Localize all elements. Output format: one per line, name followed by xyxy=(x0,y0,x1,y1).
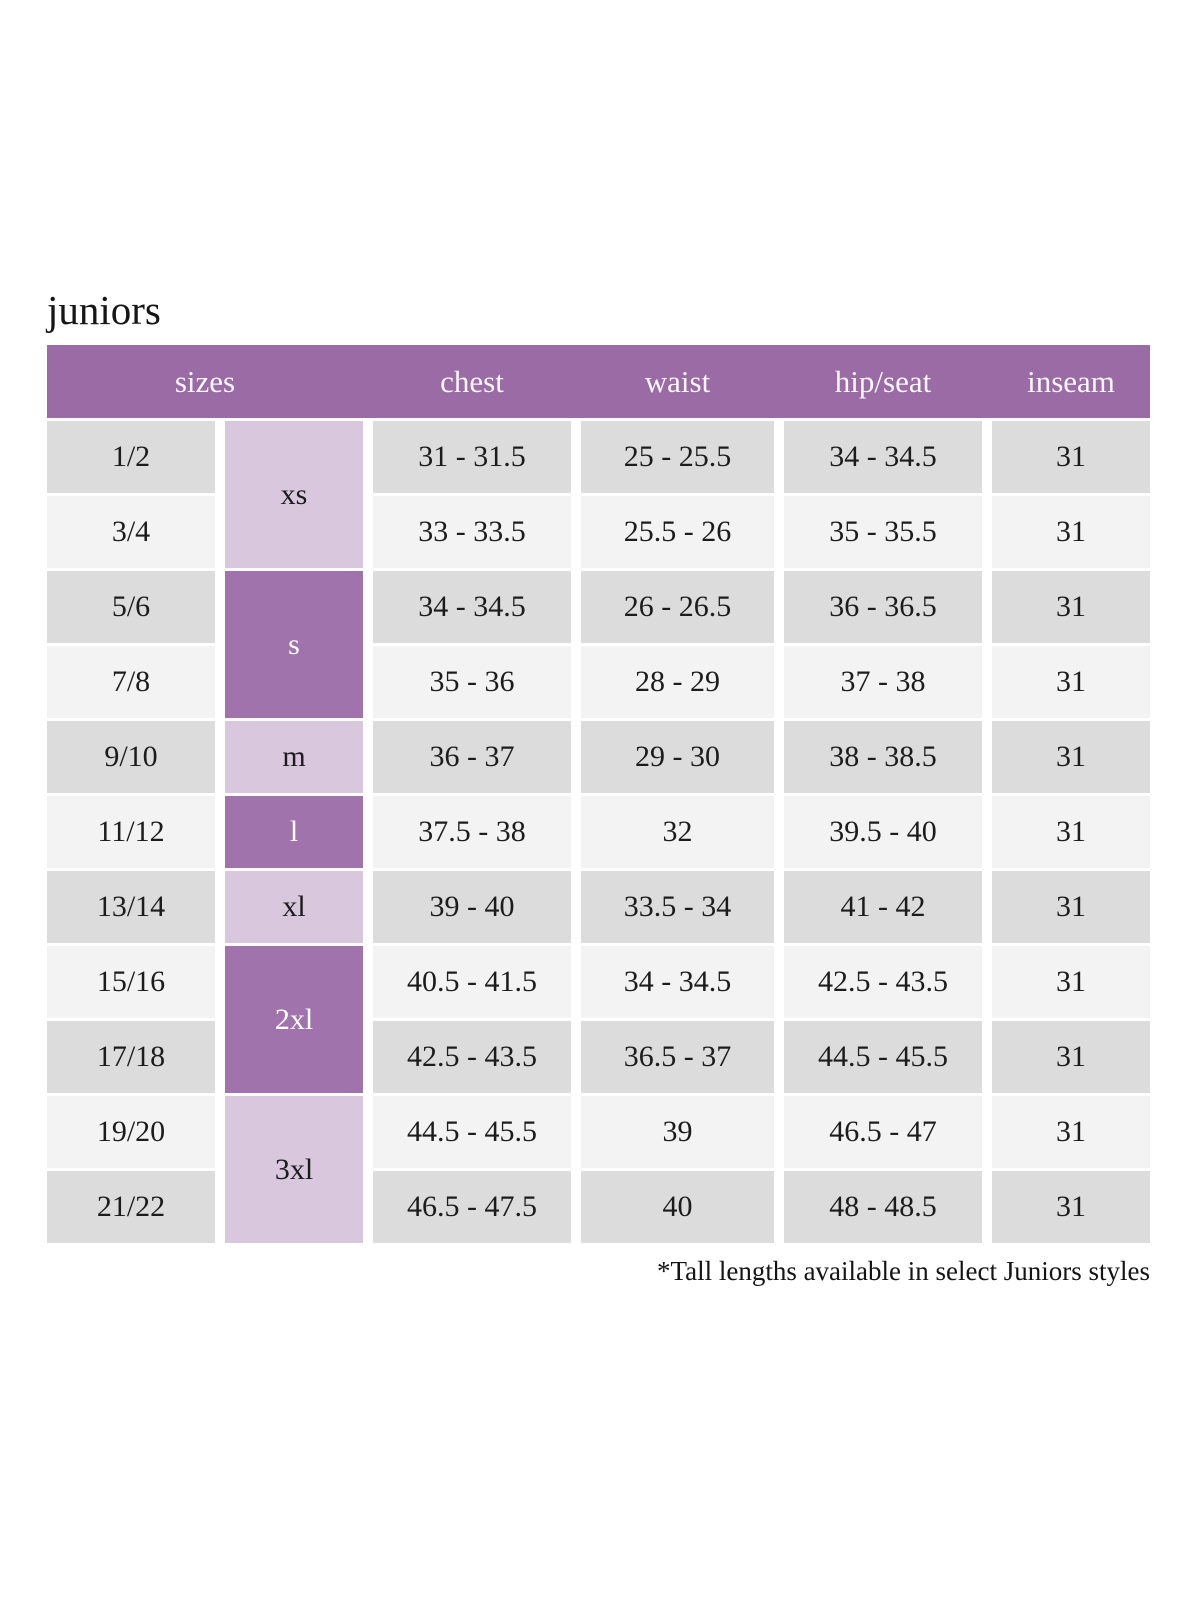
header-cell-chest: chest xyxy=(440,363,504,399)
waist-cell: 29 - 30 xyxy=(581,721,774,793)
size-cell: 21/22 xyxy=(47,1171,215,1243)
waist-cell: 33.5 - 34 xyxy=(581,871,774,943)
chest-cell: 37.5 - 38 xyxy=(373,796,571,868)
chest-cell: 39 - 40 xyxy=(373,871,571,943)
hip-seat-cell: 38 - 38.5 xyxy=(784,721,982,793)
tall-lengths-footnote: *Tall lengths available in select Junior… xyxy=(656,1256,1150,1286)
size-cell: 1/2 xyxy=(47,421,215,493)
letter-size-cell: s xyxy=(225,571,363,718)
table-header-row: sizes chest waist hip/seat inseam xyxy=(47,345,1150,418)
chest-cell: 31 - 31.5 xyxy=(373,421,571,493)
chest-cell: 46.5 - 47.5 xyxy=(373,1171,571,1243)
size-cell: 3/4 xyxy=(47,496,215,568)
waist-cell: 36.5 - 37 xyxy=(581,1021,774,1093)
inseam-cell: 31 xyxy=(992,871,1150,943)
hip-seat-cell: 42.5 - 43.5 xyxy=(784,946,982,1018)
waist-cell: 28 - 29 xyxy=(581,646,774,718)
waist-cell: 25 - 25.5 xyxy=(581,421,774,493)
letter-size-cell: xl xyxy=(225,871,363,943)
chest-cell: 34 - 34.5 xyxy=(373,571,571,643)
letter-size-cell: 2xl xyxy=(225,946,363,1093)
inseam-cell: 31 xyxy=(992,571,1150,643)
table-body: 1/2 xs 31 - 31.5 25 - 25.5 34 - 34.5 31 … xyxy=(47,421,1150,1243)
inseam-cell: 31 xyxy=(992,796,1150,868)
inseam-cell: 31 xyxy=(992,1096,1150,1168)
size-cell: 11/12 xyxy=(47,796,215,868)
chest-cell: 40.5 - 41.5 xyxy=(373,946,571,1018)
hip-seat-cell: 39.5 - 40 xyxy=(784,796,982,868)
chest-cell: 35 - 36 xyxy=(373,646,571,718)
waist-cell: 32 xyxy=(581,796,774,868)
size-cell: 19/20 xyxy=(47,1096,215,1168)
waist-cell: 25.5 - 26 xyxy=(581,496,774,568)
inseam-cell: 31 xyxy=(992,946,1150,1018)
hip-seat-cell: 34 - 34.5 xyxy=(784,421,982,493)
inseam-cell: 31 xyxy=(992,496,1150,568)
size-cell: 7/8 xyxy=(47,646,215,718)
size-cell: 17/18 xyxy=(47,1021,215,1093)
header-cell-hip-seat: hip/seat xyxy=(834,363,932,399)
hip-seat-cell: 41 - 42 xyxy=(784,871,982,943)
hip-seat-cell: 46.5 - 47 xyxy=(784,1096,982,1168)
header-cell-waist: waist xyxy=(644,363,711,399)
hip-seat-cell: 44.5 - 45.5 xyxy=(784,1021,982,1093)
letter-size-cell: m xyxy=(225,721,363,793)
size-cell: 13/14 xyxy=(47,871,215,943)
chest-cell: 36 - 37 xyxy=(373,721,571,793)
waist-cell: 26 - 26.5 xyxy=(581,571,774,643)
letter-size-cell: l xyxy=(225,796,363,868)
hip-seat-cell: 35 - 35.5 xyxy=(784,496,982,568)
inseam-cell: 31 xyxy=(992,646,1150,718)
chest-cell: 42.5 - 43.5 xyxy=(373,1021,571,1093)
header-cell-sizes: sizes xyxy=(174,363,236,399)
hip-seat-cell: 36 - 36.5 xyxy=(784,571,982,643)
inseam-cell: 31 xyxy=(992,421,1150,493)
size-cell: 5/6 xyxy=(47,571,215,643)
chest-cell: 44.5 - 45.5 xyxy=(373,1096,571,1168)
waist-cell: 40 xyxy=(581,1171,774,1243)
waist-cell: 39 xyxy=(581,1096,774,1168)
inseam-cell: 31 xyxy=(992,721,1150,793)
inseam-cell: 31 xyxy=(992,1021,1150,1093)
inseam-cell: 31 xyxy=(992,1171,1150,1243)
waist-cell: 34 - 34.5 xyxy=(581,946,774,1018)
size-cell: 9/10 xyxy=(47,721,215,793)
letter-size-cell: xs xyxy=(225,421,363,568)
header-cell-inseam: inseam xyxy=(1027,363,1115,399)
page-title: juniors xyxy=(47,287,161,333)
letter-size-cell: 3xl xyxy=(225,1096,363,1243)
hip-seat-cell: 48 - 48.5 xyxy=(784,1171,982,1243)
hip-seat-cell: 37 - 38 xyxy=(784,646,982,718)
size-table: sizes chest waist hip/seat inseam 1/2 xs… xyxy=(47,345,1150,1287)
size-cell: 15/16 xyxy=(47,946,215,1018)
chest-cell: 33 - 33.5 xyxy=(373,496,571,568)
